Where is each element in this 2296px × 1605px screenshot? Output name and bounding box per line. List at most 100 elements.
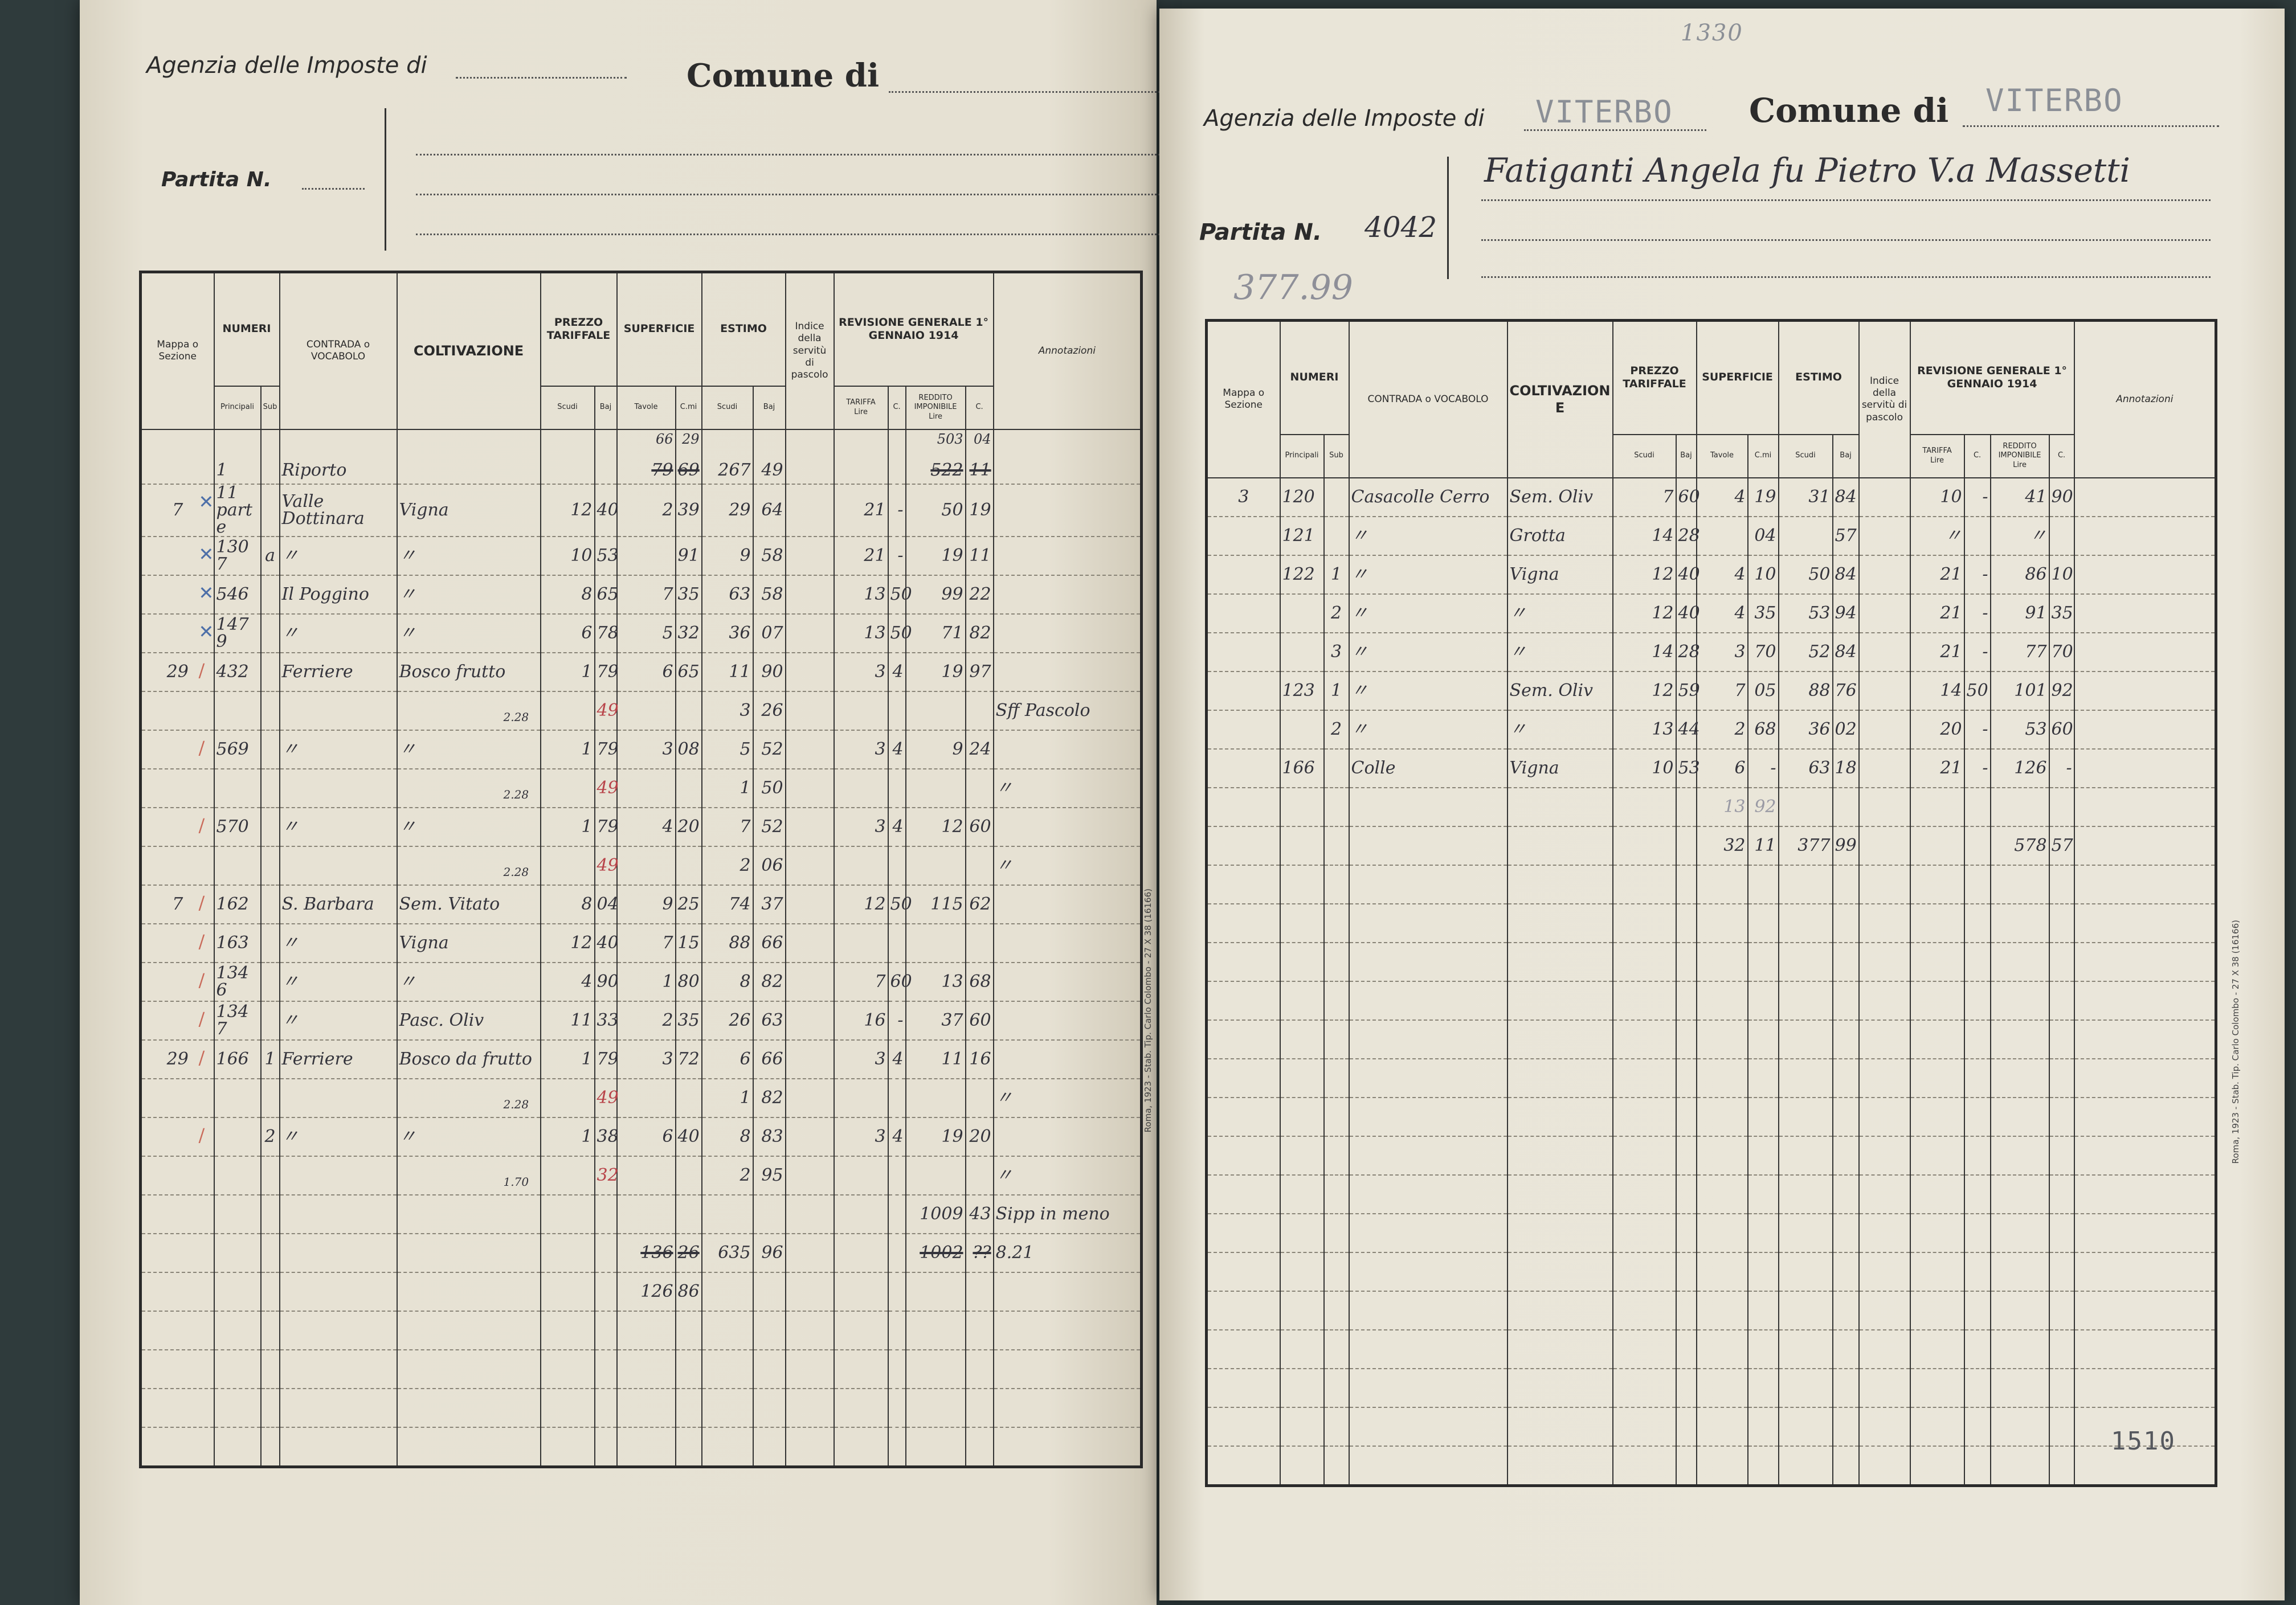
page-number: 1510 xyxy=(2111,1427,2176,1456)
cell-contrada xyxy=(279,1078,398,1118)
name-line-1 xyxy=(1481,199,2211,201)
cell-contrada: Ferriere xyxy=(279,652,398,692)
cell-contrada: Valle Dottinara xyxy=(279,484,398,537)
cell-indice xyxy=(1858,1329,1911,1369)
cell-principali: 570 / xyxy=(199,807,262,847)
cell-annotazioni xyxy=(992,429,1142,485)
cell-annotazioni xyxy=(2073,1329,2217,1369)
cell-principali xyxy=(213,1311,262,1350)
cell-indice xyxy=(785,730,835,769)
cell-value: 〃 xyxy=(399,739,416,759)
cell-reddito-lire xyxy=(1989,903,2050,943)
cell-annotazioni xyxy=(2073,826,2217,866)
cell-tariffa-c xyxy=(1963,787,1991,827)
cell-value: 18 xyxy=(1835,758,1857,778)
cell-annotazioni xyxy=(2073,1174,2217,1214)
cell-estimo-baj: 58 xyxy=(752,575,786,615)
cell-sup-tavole xyxy=(1696,981,1748,1021)
cell-value: 〃 xyxy=(1944,525,1962,546)
cell-value: 49 xyxy=(597,855,619,875)
cell-contrada: S. Barbara xyxy=(279,885,398,924)
cell-coltivazione xyxy=(396,1078,541,1118)
cell-sub xyxy=(1323,1097,1350,1137)
cell-sup-tavole xyxy=(1696,1329,1748,1369)
cell-annotazioni xyxy=(992,1117,1142,1157)
cell-value: 63 xyxy=(761,1010,783,1030)
cell-sub xyxy=(1323,1291,1350,1330)
cell-coltivazione xyxy=(1506,1291,1613,1330)
cell-estimo-baj xyxy=(1832,1213,1860,1253)
cell-value: 88 xyxy=(729,932,751,953)
cell-sup-tavole: 7 xyxy=(1696,671,1748,711)
cell-contrada xyxy=(1348,1368,1508,1408)
cell-sup-cmi xyxy=(1747,1019,1779,1059)
cell-mappa xyxy=(140,923,215,963)
cell-sup-cmi xyxy=(1747,942,1779,982)
cell-reddito-lire xyxy=(1989,1291,2050,1330)
table-row: /2 〃〃 1 38 6 40 8 83 3 4 19 20 xyxy=(140,1117,1142,1157)
cell-estimo-scudi: 6 xyxy=(701,1039,754,1079)
correction-value: 04 xyxy=(974,431,991,447)
agenzia-line xyxy=(456,77,627,79)
header-scudi: Scudi xyxy=(701,385,754,430)
cell-tariffa-lire: 3 xyxy=(833,1039,889,1079)
header-sub: Sub xyxy=(260,385,280,430)
cell-indice xyxy=(785,1001,835,1041)
red-tick-icon: / xyxy=(198,659,205,681)
cell-estimo-baj: 37 xyxy=(752,885,786,924)
cell-reddito-c: 24 xyxy=(965,730,994,769)
cell-tariffa-c xyxy=(887,1272,906,1312)
cell-prezzo-baj xyxy=(594,429,618,485)
cell-sup-cmi: 10 xyxy=(1747,555,1779,595)
cell-value: 〃 xyxy=(1351,680,1368,701)
cell-estimo-baj: 84 xyxy=(1832,632,1860,672)
cell-value: 20 xyxy=(1940,719,1962,739)
cell-value: 3 xyxy=(875,739,886,759)
cell-value: 1 xyxy=(740,1087,751,1108)
header-estimo: ESTIMO xyxy=(1778,320,1860,435)
cell-principali xyxy=(213,768,262,808)
cell-value: 32 xyxy=(1723,835,1746,855)
cell-value: 79 xyxy=(597,661,619,682)
cell-value: 〃 xyxy=(1351,564,1368,584)
cell-annotazioni xyxy=(2073,477,2217,517)
cell-estimo-baj xyxy=(1832,981,1860,1021)
cell-annotazioni xyxy=(2073,1291,2217,1330)
cell-value: 635 xyxy=(718,1242,751,1263)
cell-value: 10 xyxy=(1754,564,1776,584)
cell-principali xyxy=(1279,787,1325,827)
cell-tariffa-lire: 21 xyxy=(1909,555,1965,595)
cell-tariffa-lire: 21 xyxy=(833,484,889,537)
cell-prezzo-scudi: 12 xyxy=(540,923,595,963)
cell-mappa xyxy=(140,1001,215,1041)
cell-value: 11 xyxy=(570,1010,593,1030)
cell-estimo-scudi: 63 xyxy=(1778,748,1833,788)
cell-value: 90 xyxy=(761,661,783,682)
agenzia-label: Agenzia delle Imposte di xyxy=(1204,105,1485,132)
cell-coltivazione xyxy=(1506,1407,1613,1447)
cell-sub xyxy=(1323,516,1350,556)
cell-value: 65 xyxy=(677,661,700,682)
cell-estimo-scudi: 1 xyxy=(701,1078,754,1118)
cell-reddito-c xyxy=(2048,1368,2075,1408)
red-tick-icon: / xyxy=(198,1008,205,1030)
cell-reddito-c xyxy=(965,1078,994,1118)
cell-value: 9 xyxy=(662,894,673,914)
cell-value: 91 xyxy=(677,545,700,566)
cell-value: 4 xyxy=(1734,486,1746,507)
cell-sup-cmi: 05 xyxy=(1747,671,1779,711)
table-row: 2 〃 〃 13 44 2 68 36 02 20- 53 60 xyxy=(1206,710,2217,750)
cell-value: 163 xyxy=(216,932,249,953)
cell-value: a xyxy=(265,545,275,566)
cell-value: 41 xyxy=(2025,486,2047,507)
cell-value: 80 xyxy=(677,971,700,992)
cell-sup-tavole xyxy=(616,1194,676,1234)
cell-sup-cmi xyxy=(675,768,702,808)
cell-value: 37 xyxy=(761,894,783,914)
cell-sub xyxy=(260,1001,280,1041)
cell-value: Sem. Oliv xyxy=(1509,486,1594,507)
cell-prezzo-scudi xyxy=(540,1233,595,1273)
cell-indice xyxy=(785,1039,835,1079)
cell-value: 90 xyxy=(597,971,619,992)
cell-contrada: 〃 xyxy=(1348,516,1508,556)
